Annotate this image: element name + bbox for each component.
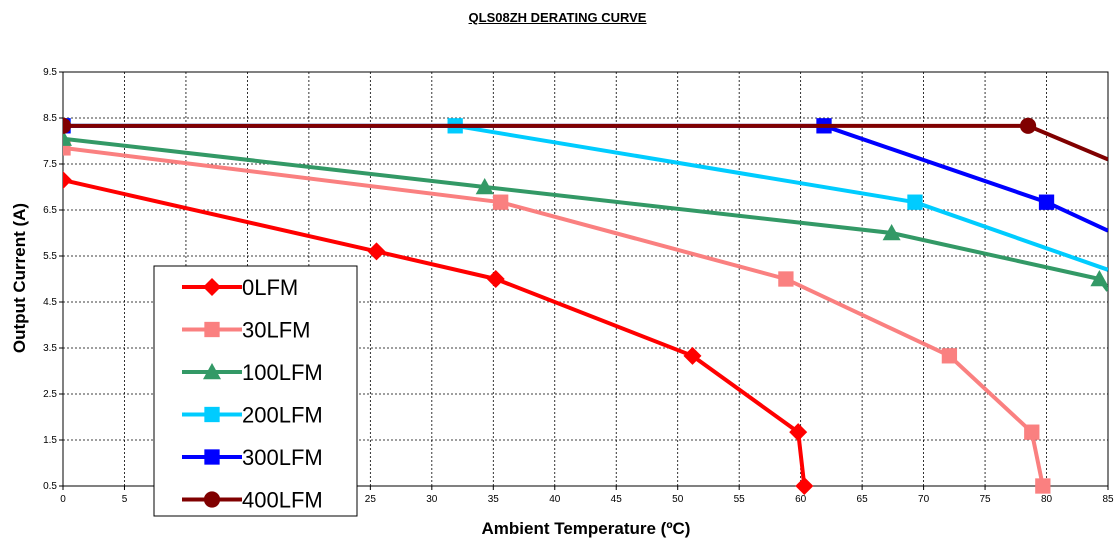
data-point bbox=[683, 346, 702, 365]
legend-item: 200LFM bbox=[182, 403, 323, 428]
x-tick-label: 45 bbox=[611, 494, 623, 505]
data-point bbox=[203, 278, 221, 296]
legend-item: 100LFM bbox=[182, 360, 323, 385]
data-point bbox=[203, 363, 221, 380]
y-tick-label: 2.5 bbox=[43, 389, 57, 400]
legend-label: 200LFM bbox=[242, 403, 323, 428]
data-point bbox=[203, 491, 221, 508]
legend-label: 30LFM bbox=[242, 318, 310, 343]
legend-item: 0LFM bbox=[182, 275, 298, 300]
data-point bbox=[789, 423, 808, 442]
legend-label: 100LFM bbox=[242, 360, 323, 385]
data-point bbox=[204, 406, 220, 423]
y-tick-label: 4.5 bbox=[43, 297, 57, 308]
data-point bbox=[1090, 270, 1108, 287]
data-point bbox=[795, 477, 814, 495]
y-axis-ticks: 0.5 1.5 2.5 3.5 4.5 5.5 6.5 7.5 8.5 9.5 bbox=[43, 67, 63, 492]
x-tick-label: 35 bbox=[488, 494, 500, 505]
series-line bbox=[63, 178, 807, 487]
x-tick-label: 80 bbox=[1041, 494, 1053, 505]
x-tick-label: 40 bbox=[549, 494, 561, 505]
y-tick-label: 5.5 bbox=[43, 251, 57, 262]
data-point bbox=[204, 321, 220, 338]
y-tick-label: 7.5 bbox=[43, 159, 57, 170]
data-point bbox=[486, 270, 505, 288]
data-point bbox=[1024, 424, 1040, 440]
y-axis-label: Output Current (A) bbox=[10, 203, 29, 353]
series-0lfm bbox=[63, 171, 814, 495]
series-line bbox=[63, 123, 1108, 162]
x-tick-label: 75 bbox=[979, 494, 991, 505]
series-100lfm bbox=[63, 129, 1108, 292]
legend-label: 300LFM bbox=[242, 445, 323, 470]
legend-label: 0LFM bbox=[242, 275, 298, 300]
data-point bbox=[63, 129, 72, 146]
x-tick-label: 85 bbox=[1102, 494, 1114, 505]
series-line bbox=[63, 145, 1045, 487]
series-30lfm bbox=[63, 140, 1051, 494]
plot-area bbox=[62, 71, 1109, 487]
x-axis-label: Ambient Temperature (ºC) bbox=[482, 519, 691, 538]
y-tick-label: 9.5 bbox=[43, 67, 57, 78]
data-point bbox=[63, 140, 71, 156]
data-point bbox=[941, 348, 958, 364]
y-tick-label: 8.5 bbox=[43, 113, 57, 124]
x-tick-label: 30 bbox=[426, 494, 438, 505]
data-point bbox=[63, 117, 72, 134]
data-point bbox=[1038, 194, 1055, 210]
data-point bbox=[204, 449, 220, 465]
data-point bbox=[778, 271, 794, 287]
legend-item: 30LFM bbox=[182, 318, 310, 343]
legend-label: 400LFM bbox=[242, 488, 323, 513]
x-tick-label: 25 bbox=[365, 494, 377, 505]
data-point bbox=[475, 178, 494, 195]
x-tick-label: 65 bbox=[857, 494, 869, 505]
y-tick-label: 3.5 bbox=[43, 343, 57, 354]
x-tick-label: 60 bbox=[795, 494, 807, 505]
series-layer bbox=[63, 117, 1108, 495]
x-tick-label: 0 bbox=[60, 494, 66, 505]
data-point bbox=[63, 171, 72, 190]
legend: 0LFM 30LFM 100LFM 200LFM 300LFM 400LFM bbox=[153, 265, 358, 517]
data-point bbox=[367, 242, 386, 261]
x-tick-label: 55 bbox=[734, 494, 746, 505]
legend-item: 300LFM bbox=[182, 445, 323, 470]
data-point bbox=[882, 224, 901, 241]
chart-title: QLS08ZH DERATING CURVE bbox=[468, 10, 647, 25]
data-point bbox=[493, 194, 509, 210]
y-tick-label: 0.5 bbox=[43, 481, 57, 492]
series-400lfm bbox=[63, 117, 1108, 162]
data-point bbox=[1035, 478, 1051, 494]
y-tick-label: 1.5 bbox=[43, 435, 57, 446]
x-tick-label: 70 bbox=[918, 494, 930, 505]
x-tick-label: 5 bbox=[122, 494, 128, 505]
x-tick-label: 50 bbox=[672, 494, 684, 505]
legend-item: 400LFM bbox=[182, 488, 323, 513]
data-point bbox=[907, 194, 923, 210]
legend-box bbox=[153, 265, 358, 517]
data-point bbox=[1019, 117, 1037, 134]
y-tick-label: 6.5 bbox=[43, 205, 57, 216]
